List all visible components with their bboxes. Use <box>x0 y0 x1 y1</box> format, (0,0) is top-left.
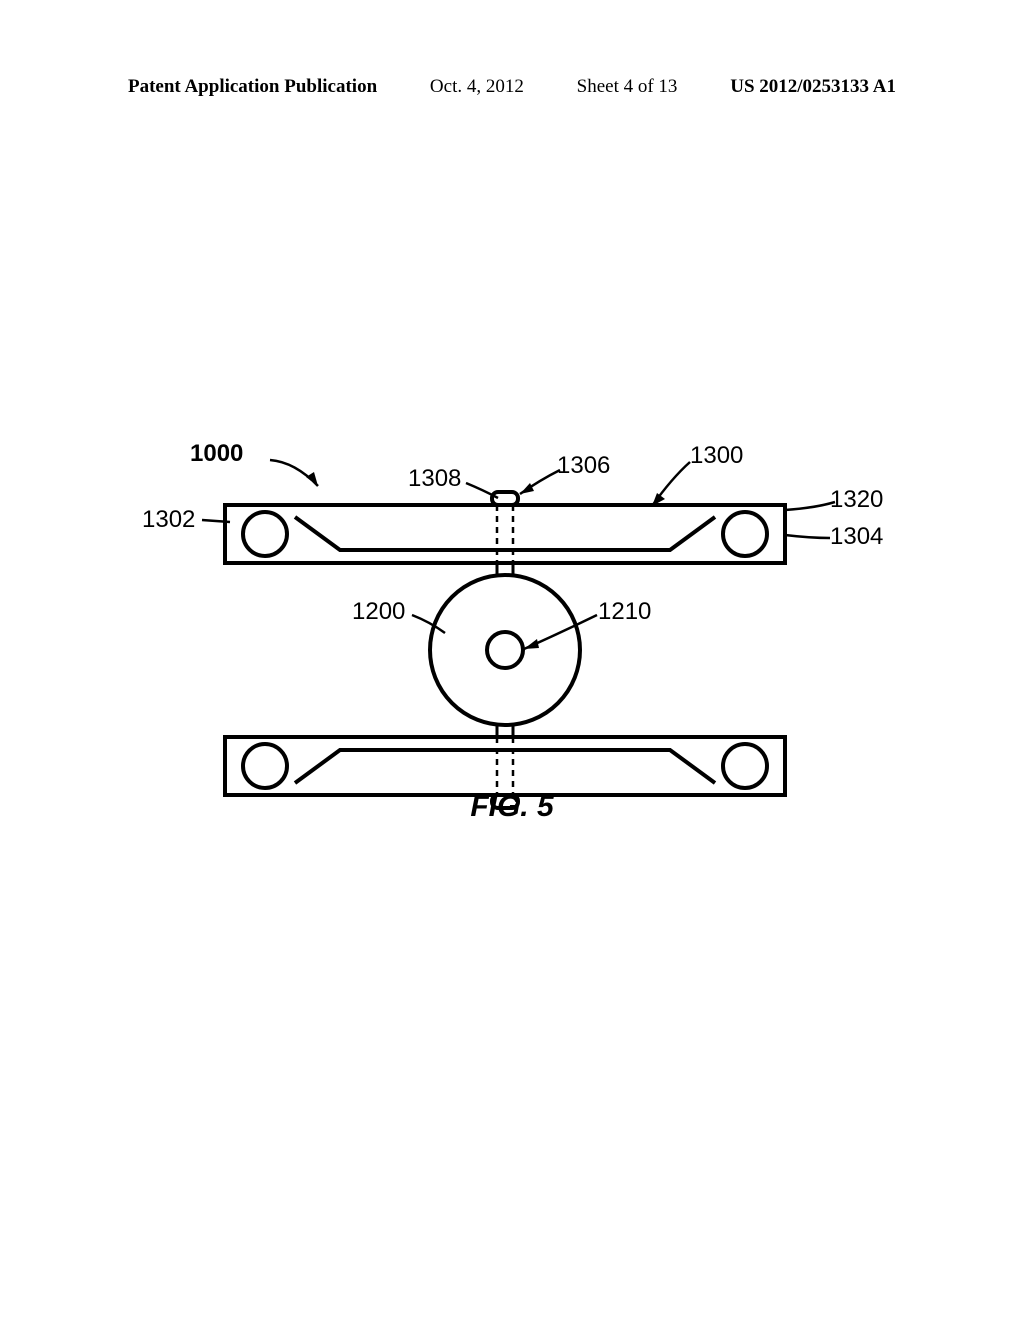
page: Patent Application Publication Oct. 4, 2… <box>0 0 1024 1320</box>
header-date: Oct. 4, 2012 <box>430 76 524 98</box>
label-bar-assembly: 1300 <box>690 442 743 470</box>
top-bar <box>225 492 785 575</box>
label-pin-detail: 1308 <box>408 465 461 493</box>
page-header: Patent Application Publication Oct. 4, 2… <box>128 76 896 98</box>
label-right-hole: 1304 <box>830 523 883 551</box>
label-bar-outer: 1320 <box>830 486 883 514</box>
label-disc: 1200 <box>352 598 405 626</box>
header-publication: Patent Application Publication <box>128 76 377 98</box>
header-docno: US 2012/0253133 A1 <box>730 76 896 98</box>
label-left-hole: 1302 <box>142 506 195 534</box>
label-center-hole: 1210 <box>598 598 651 626</box>
figure-caption: FIG. 5 <box>0 790 1024 824</box>
header-sheet: Sheet 4 of 13 <box>577 76 678 98</box>
center-disc <box>430 575 580 725</box>
label-pin-top: 1306 <box>557 452 610 480</box>
label-assembly: 1000 <box>190 440 243 468</box>
